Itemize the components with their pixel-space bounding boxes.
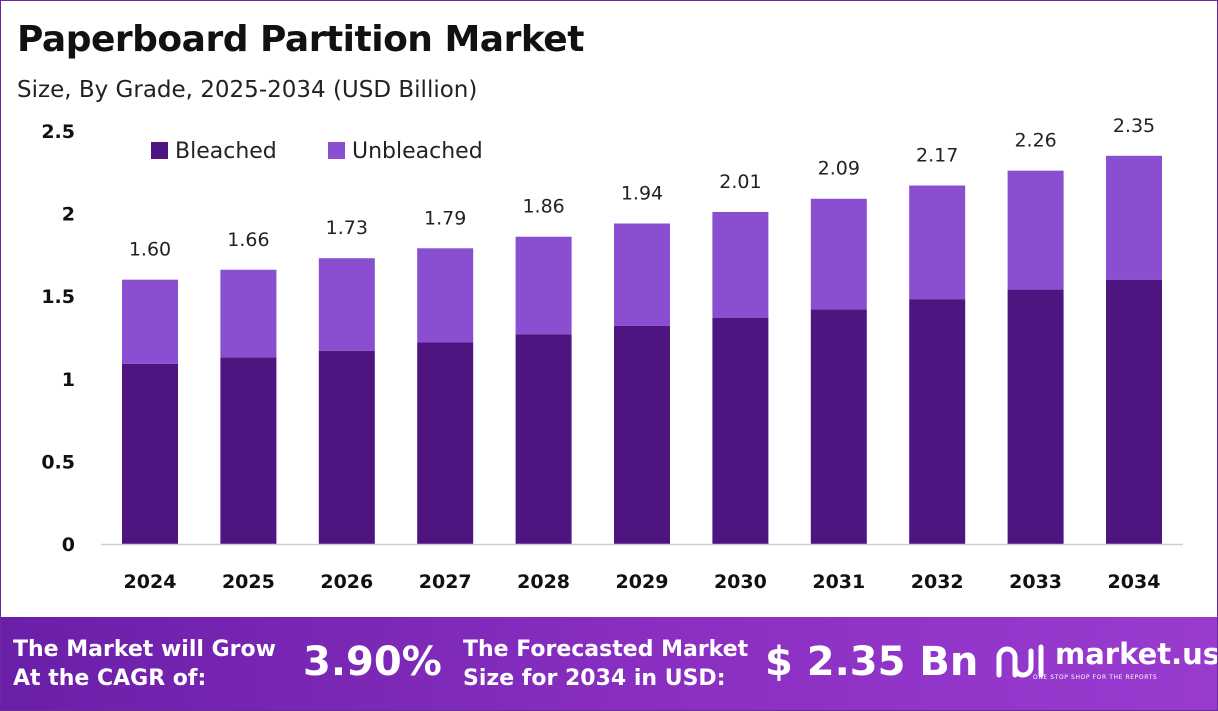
bar-bleached-2029	[614, 325, 670, 544]
value-label-2028: 1.86	[522, 196, 564, 218]
x-tick-label-2031: 2031	[812, 571, 865, 593]
x-tick-label-2030: 2030	[714, 571, 767, 593]
bar-unbleached-2027	[417, 248, 474, 343]
bar-unbleached-2029	[614, 223, 670, 326]
value-labels: 1.60 1.66 1.73 1.79 1.86 1.94 2.01 2.09 2.17 2.26…	[129, 115, 1155, 261]
forecast-label-line-1: The Forecasted Market	[463, 637, 749, 662]
y-tick-label: 0.5	[41, 451, 75, 473]
y-tick-label: 1.5	[41, 286, 75, 308]
bar-bleached-2030	[712, 317, 769, 544]
x-tick-label-2028: 2028	[517, 571, 570, 593]
bar-unbleached-2026	[318, 258, 375, 351]
bar-unbleached-2031	[810, 198, 867, 310]
bar-bleached-2032	[909, 299, 966, 544]
bar-bleached-2031	[810, 309, 867, 544]
summary-banner: The Market will Grow At the CAGR of: 3.9…	[1, 617, 1217, 710]
value-label-2029: 1.94	[621, 183, 663, 205]
brand-name: market.us	[1055, 637, 1218, 671]
value-label-2034: 2.35	[1113, 115, 1155, 137]
bar-bleached-2026	[318, 350, 375, 544]
value-label-2027: 1.79	[424, 207, 466, 229]
y-tick-label: 1	[62, 369, 75, 391]
bar-bleached-2027	[417, 342, 474, 544]
chart-legend: Bleached Unbleached	[151, 139, 483, 164]
chart-subtitle: Size, By Grade, 2025-2034 (USD Billion)	[17, 77, 478, 103]
x-tick-label-2034: 2034	[1108, 571, 1161, 593]
bar-bleached-2028	[515, 334, 572, 544]
value-label-2026: 1.73	[326, 217, 368, 239]
bar-bleached-2025	[220, 357, 277, 544]
bar-series	[122, 155, 1162, 544]
legend-label-bleached: Bleached	[175, 139, 277, 164]
x-tick-label-2025: 2025	[222, 571, 275, 593]
value-label-2033: 2.26	[1014, 130, 1056, 152]
forecast-label: The Forecasted Market Size for 2034 in U…	[463, 635, 748, 693]
value-label-2024: 1.60	[129, 239, 171, 261]
cagr-label-line-1: The Market will Grow	[13, 637, 276, 662]
y-tick-label: 2	[62, 204, 75, 226]
bar-unbleached-2025	[220, 269, 277, 358]
y-tick-label: 2.5	[41, 121, 75, 143]
forecast-value: $ 2.35 Bn	[765, 639, 979, 685]
value-label-2032: 2.17	[916, 145, 958, 167]
chart-title: Paperboard Partition Market	[17, 19, 584, 60]
value-label-2031: 2.09	[818, 158, 860, 180]
value-label-2025: 1.66	[227, 229, 269, 251]
bar-unbleached-2032	[909, 185, 966, 300]
bar-bleached-2024	[122, 363, 178, 544]
forecast-label-line-2: Size for 2034 in USD:	[463, 666, 726, 691]
value-label-2030: 2.01	[719, 171, 761, 193]
market-us-logo-icon	[996, 644, 1044, 678]
x-tick-label-2024: 2024	[124, 571, 177, 593]
x-axis: 2024 2025 2026 2027 2028 2029 2030 2031 2032 2033…	[101, 543, 1183, 593]
legend-swatch-unbleached	[328, 142, 345, 159]
bar-unbleached-2024	[122, 279, 178, 364]
x-tick-label-2032: 2032	[911, 571, 964, 593]
bar-unbleached-2028	[515, 236, 572, 335]
x-tick-label-2027: 2027	[419, 571, 472, 593]
cagr-label-line-2: At the CAGR of:	[13, 666, 207, 691]
legend-label-unbleached: Unbleached	[352, 139, 483, 164]
bar-bleached-2033	[1007, 289, 1064, 544]
x-tick-label-2029: 2029	[616, 571, 669, 593]
y-axis: 0 0.5 1 1.5 2 2.5	[41, 121, 75, 556]
x-tick-label-2026: 2026	[320, 571, 373, 593]
y-tick-label: 0	[62, 534, 75, 556]
bar-chart: Bleached Unbleached 0 0.5 1 1.5 2 2.5 1.60 1.66…	[41, 115, 1183, 593]
cagr-label: The Market will Grow At the CAGR of:	[13, 635, 276, 693]
bar-unbleached-2034	[1106, 155, 1162, 280]
brand-tagline: ONE STOP SHOP FOR THE REPORTS	[1033, 674, 1158, 681]
cagr-value: 3.90%	[303, 639, 442, 685]
bar-unbleached-2030	[712, 211, 769, 318]
bar-bleached-2034	[1106, 279, 1162, 544]
x-tick-label-2033: 2033	[1009, 571, 1062, 593]
legend-swatch-bleached	[151, 142, 168, 159]
bar-unbleached-2033	[1007, 170, 1064, 290]
